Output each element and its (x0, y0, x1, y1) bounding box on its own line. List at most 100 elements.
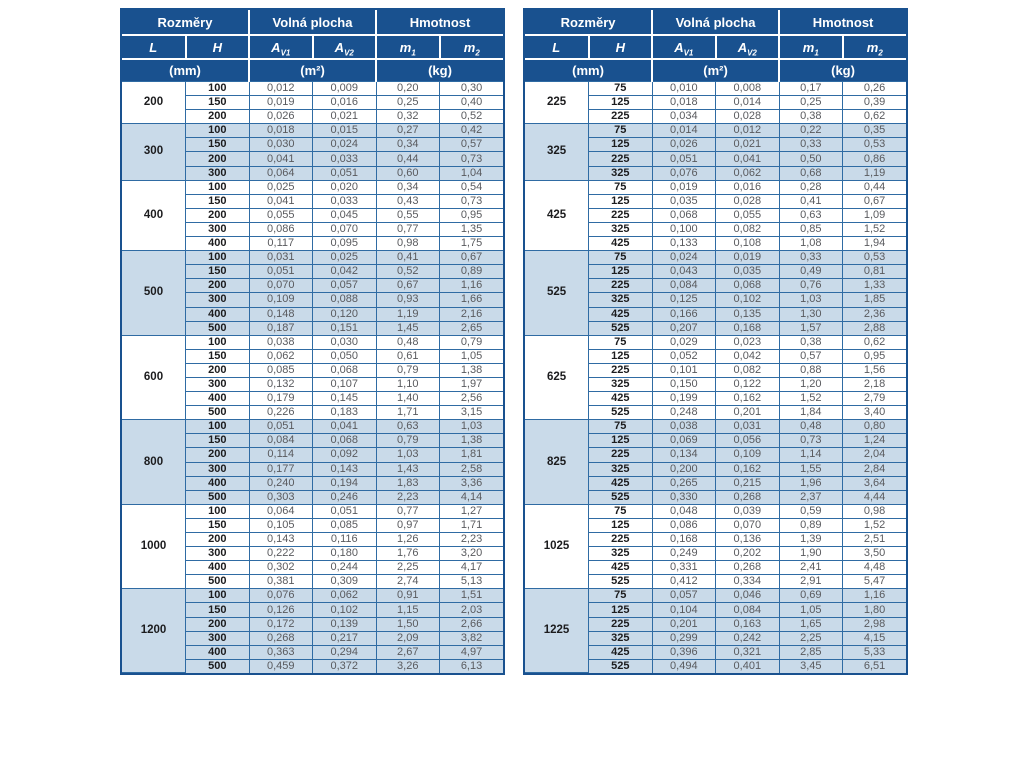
data-value-cell: 0,91 (375, 588, 441, 604)
table-row: 525 0,248 0,201 1,84 3,40 (525, 405, 907, 421)
h-value-cell: 125 (588, 95, 653, 111)
data-value-cell: 0,201 (715, 405, 780, 421)
data-value-cell: 0,151 (312, 320, 377, 336)
l-value-cell: 825 (525, 419, 590, 505)
header-group-cell: Rozměry (122, 10, 251, 36)
col-symbol: A (334, 39, 345, 55)
table-row: 525 0,494 0,401 3,45 6,51 (525, 658, 907, 673)
data-value-cell: 0,051 (312, 503, 377, 519)
header-col-cell: m2 (841, 34, 907, 60)
data-value-cell: 1,52 (842, 517, 907, 534)
h-value-cell: 325 (588, 630, 653, 646)
data-value-cell: 1,03 (375, 447, 441, 463)
data-value-cell: 0,024 (312, 137, 377, 153)
table-row: 225 0,201 0,163 1,65 2,98 (525, 616, 907, 632)
table-header: Rozměry Volná plocha Hmotnost L H AV1 AV2 m1 m2(… (122, 10, 504, 82)
table-row: 200 0,172 0,139 1,50 2,66 (122, 616, 504, 632)
data-value-cell: 4,44 (842, 489, 907, 505)
data-value-cell: 1,08 (778, 236, 844, 252)
h-value-cell: 100 (185, 250, 250, 266)
data-value-cell: 0,26 (842, 80, 907, 97)
col-symbol-subscript: V1 (280, 48, 291, 58)
data-value-cell: 0,108 (715, 236, 780, 252)
data-value-cell: 0,070 (312, 221, 377, 238)
data-value-cell: 1,94 (842, 236, 907, 252)
h-value-cell: 300 (185, 221, 250, 238)
data-value-cell: 0,222 (248, 546, 314, 562)
data-value-cell: 0,28 (778, 179, 844, 195)
h-value-cell: 75 (588, 80, 653, 97)
header-col-cell: m2 (438, 34, 504, 60)
data-value-cell: 1,83 (375, 475, 441, 491)
data-value-cell: 0,014 (651, 123, 717, 139)
data-value-cell: 1,76 (375, 546, 441, 562)
data-value-cell: 0,162 (715, 461, 780, 477)
data-value-cell: 0,104 (651, 602, 717, 618)
data-value-cell: 0,105 (248, 517, 314, 534)
data-value-cell: 6,13 (439, 658, 504, 673)
data-value-cell: 0,035 (715, 264, 780, 280)
h-value-cell: 150 (185, 137, 250, 153)
h-value-cell: 300 (185, 292, 250, 308)
h-value-cell: 150 (185, 95, 250, 111)
data-value-cell: 1,27 (439, 503, 504, 519)
h-value-cell: 100 (185, 503, 250, 519)
data-value-cell: 0,303 (248, 489, 314, 505)
data-value-cell: 0,086 (248, 221, 314, 238)
data-value-cell: 0,57 (778, 348, 844, 364)
data-value-cell: 3,64 (842, 475, 907, 491)
data-value-cell: 2,25 (375, 560, 441, 576)
data-value-cell: 0,148 (248, 306, 314, 322)
data-value-cell: 1,96 (778, 475, 844, 491)
data-value-cell: 0,194 (312, 475, 377, 491)
h-value-cell: 100 (185, 179, 250, 195)
data-value-cell: 0,33 (778, 137, 844, 153)
data-value-cell: 3,36 (439, 475, 504, 491)
h-value-cell: 125 (588, 517, 653, 534)
h-value-cell: 75 (588, 588, 653, 604)
data-value-cell: 0,38 (778, 109, 844, 125)
h-value-cell: 150 (185, 348, 250, 364)
data-value-cell: 0,38 (778, 334, 844, 350)
data-value-cell: 0,67 (842, 193, 907, 209)
data-value-cell: 2,58 (439, 461, 504, 477)
table-body: 225 75 0,010 0,008 0,17 0,26 125 0,018 0,014 0,25… (525, 80, 907, 674)
table-row: 300 0,109 0,088 0,93 1,66 (122, 292, 504, 308)
data-value-cell: 0,98 (842, 503, 907, 519)
table-row: 400 0,302 0,244 2,25 4,17 (122, 560, 504, 576)
data-value-cell: 0,172 (248, 616, 314, 632)
header-col-cell: AV1 (248, 34, 314, 60)
l-value-cell: 800 (122, 419, 186, 505)
data-value-cell: 2,23 (439, 531, 504, 548)
header-unit-cell: (kg) (375, 58, 504, 82)
h-value-cell: 200 (185, 278, 250, 294)
data-value-cell: 0,055 (248, 207, 314, 223)
data-value-cell: 0,038 (248, 334, 314, 350)
table-row: 150 0,041 0,033 0,43 0,73 (122, 193, 504, 209)
data-value-cell: 0,038 (651, 419, 717, 435)
table-row: 150 0,126 0,102 1,15 2,03 (122, 602, 504, 618)
h-value-cell: 75 (588, 334, 653, 350)
data-value-cell: 0,168 (715, 320, 780, 336)
data-value-cell: 0,056 (715, 433, 780, 449)
data-value-cell: 0,33 (778, 250, 844, 266)
data-value-cell: 0,95 (842, 348, 907, 364)
data-value-cell: 0,039 (715, 503, 780, 519)
header-col-cell: m1 (778, 34, 844, 60)
l-value-cell: 1000 (122, 503, 186, 590)
data-value-cell: 1,05 (778, 602, 844, 618)
data-value-cell: 2,98 (842, 616, 907, 632)
table-row: 500 0,459 0,372 3,26 6,13 (122, 658, 504, 673)
table-row: 125 0,086 0,070 0,89 1,52 (525, 517, 907, 534)
l-value-cell: 500 (122, 250, 186, 336)
data-value-cell: 0,53 (842, 250, 907, 266)
header-col-cell: H (587, 34, 654, 60)
table-row: 225 75 0,010 0,008 0,17 0,26 (525, 80, 907, 125)
h-value-cell: 225 (588, 207, 653, 223)
l-value-cell: 1225 (525, 588, 590, 674)
table-row: 1025 75 0,048 0,039 0,59 0,98 (525, 503, 907, 590)
l-value-cell: 325 (525, 123, 590, 181)
table-row: 200 0,114 0,092 1,03 1,81 (122, 447, 504, 463)
table-row: 125 0,026 0,021 0,33 0,53 (525, 137, 907, 153)
data-value-cell: 1,30 (778, 306, 844, 322)
